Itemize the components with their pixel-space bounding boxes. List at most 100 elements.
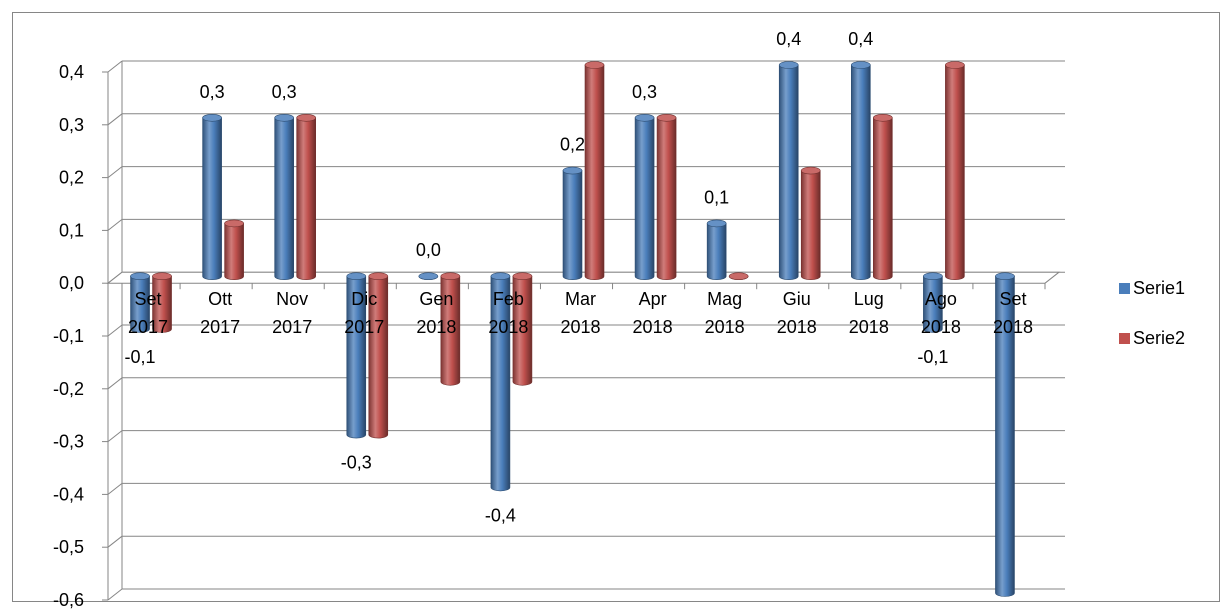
bar-body — [923, 275, 943, 333]
x-category-label: Mar 2018 — [560, 289, 600, 337]
y-tick-label: 0,1 — [59, 220, 84, 240]
gridline-depth — [107, 535, 123, 548]
bar-serie1-0 — [130, 272, 150, 333]
x-category-label: Dic 2017 — [344, 289, 384, 337]
bar-serie1-11 — [923, 272, 943, 333]
y-tick-label: -0,5 — [53, 537, 84, 557]
x-category-label: Nov 2017 — [272, 289, 312, 337]
y-tick-label: -0,2 — [53, 379, 84, 399]
bar-cap — [512, 272, 533, 281]
bar-body — [202, 117, 222, 280]
y-tick-label: -0,4 — [53, 484, 84, 504]
bar-body — [152, 275, 172, 333]
bar-body — [873, 117, 893, 280]
bar-serie2-1 — [224, 219, 244, 280]
bar-cap — [995, 272, 1015, 281]
gridline-depth — [107, 483, 123, 495]
bar-cap — [368, 272, 389, 281]
bar-cap — [706, 219, 727, 228]
bar-cap — [656, 114, 677, 122]
x-category-label: Apr 2018 — [633, 289, 673, 337]
bar-serie1-8 — [706, 219, 727, 280]
gridline-depth — [107, 377, 123, 390]
bar-cap — [274, 114, 294, 122]
legend-label-serie2: Serie2 — [1133, 328, 1185, 348]
x-axis-floor — [106, 271, 1061, 284]
bar-cap — [584, 61, 605, 69]
data-label: -0,1 — [125, 347, 156, 367]
gridline-depth — [107, 60, 123, 73]
bar-body — [634, 117, 655, 280]
bar-body — [346, 275, 367, 439]
bar-body — [224, 223, 244, 280]
legend-swatch-serie2 — [1119, 333, 1130, 344]
bar-cap — [923, 272, 943, 281]
bar-body — [440, 275, 461, 386]
x-category-label: Feb 2018 — [488, 289, 528, 337]
bar-serie1-7 — [634, 114, 655, 280]
bar-body — [800, 170, 821, 280]
bar-serie2-2 — [296, 114, 316, 280]
bar-serie2-5 — [512, 272, 533, 386]
bar-serie2-11 — [945, 61, 965, 280]
bar-cap — [490, 272, 511, 281]
bar-serie2-9 — [800, 166, 821, 280]
bar-cap — [224, 219, 244, 228]
bar-cap — [418, 272, 439, 281]
bar-cap — [202, 114, 222, 122]
bar-body — [656, 117, 677, 280]
bar-serie1-2 — [274, 114, 294, 280]
data-label: 0,3 — [272, 82, 297, 102]
data-label: -0,1 — [917, 347, 948, 367]
gridline-depth — [107, 324, 123, 337]
bar-cap — [346, 272, 367, 281]
bar-body — [490, 275, 511, 492]
bar-cap — [562, 166, 583, 175]
y-tick-label: -0,6 — [53, 590, 84, 610]
bar-serie2-10 — [873, 114, 893, 280]
x-category-label: Ott 2017 — [200, 289, 240, 337]
chart-frame — [12, 12, 1220, 602]
bar-cap — [851, 61, 871, 69]
bar-serie1-10 — [851, 61, 871, 280]
bar-body — [512, 275, 533, 386]
x-category-label: Giu 2018 — [777, 289, 817, 337]
bar-cap — [800, 166, 821, 175]
bar-body — [995, 275, 1015, 597]
bar-cap — [152, 272, 172, 281]
bar-body — [274, 117, 294, 280]
bar-cap — [873, 114, 893, 122]
data-label: 0,0 — [416, 240, 441, 260]
x-category-label: Mag 2018 — [705, 289, 745, 337]
data-label: -0,4 — [485, 505, 516, 525]
gridline-depth — [107, 113, 123, 126]
data-label: -0,3 — [341, 453, 372, 473]
y-tick-label: 0,3 — [59, 115, 84, 135]
bar-cap — [296, 114, 316, 122]
bar-cap — [440, 272, 461, 281]
bar-body — [368, 275, 389, 439]
data-label: 0,2 — [560, 135, 585, 155]
bar-cap — [634, 114, 655, 122]
bar-body — [130, 275, 150, 333]
bar-cap — [945, 61, 965, 69]
bar-serie1-12 — [995, 272, 1015, 597]
data-label: 0,4 — [848, 29, 873, 49]
bar-cap — [778, 61, 799, 69]
bar-serie2-6 — [584, 61, 605, 280]
gridline-depth — [107, 219, 123, 231]
gridline-depth — [107, 430, 123, 442]
x-category-label: Gen 2018 — [416, 289, 456, 337]
bar-serie1-4 — [418, 272, 439, 281]
data-label: 0,3 — [200, 82, 225, 102]
bar-body — [945, 64, 965, 280]
data-label: 0,3 — [632, 82, 657, 102]
bar-serie1-5 — [490, 272, 511, 492]
bar-body — [851, 64, 871, 280]
legend-swatch-serie1 — [1119, 283, 1130, 294]
bar-serie2-8 — [728, 272, 749, 281]
bar-serie1-9 — [778, 61, 799, 280]
bar-serie2-3 — [368, 272, 389, 439]
bar-body — [296, 117, 316, 280]
